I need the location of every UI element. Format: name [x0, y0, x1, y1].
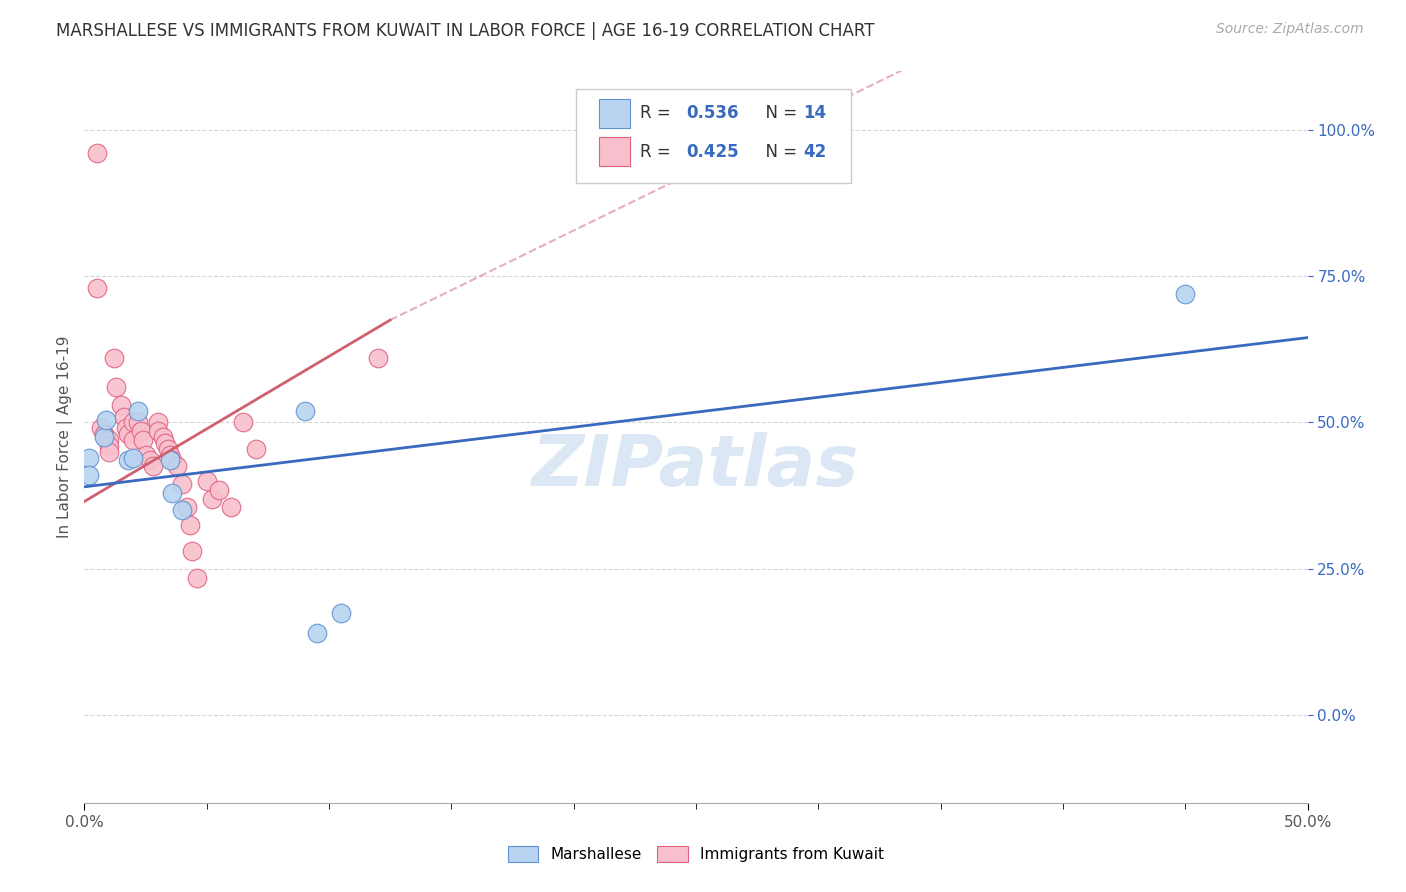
Point: [97, 444, 120, 458]
Point: [122, 433, 145, 447]
Point: [112, 409, 135, 424]
Point: [232, 416, 254, 430]
Point: [86, 281, 108, 295]
Point: [97, 439, 120, 453]
Point: [1174, 286, 1197, 301]
Point: [132, 433, 155, 447]
Point: [181, 544, 204, 558]
Point: [152, 430, 174, 444]
Point: [127, 403, 149, 417]
Point: [153, 436, 176, 450]
Point: [162, 453, 184, 467]
Point: [127, 416, 149, 430]
Point: [172, 476, 194, 491]
Point: [115, 421, 138, 435]
Point: [117, 453, 139, 467]
Point: [172, 503, 194, 517]
Point: [77, 450, 100, 465]
Legend: Marshallese, Immigrants from Kuwait: Marshallese, Immigrants from Kuwait: [502, 840, 890, 868]
Point: [139, 453, 162, 467]
Point: [117, 427, 139, 442]
Point: [103, 351, 125, 365]
Text: N =: N =: [755, 104, 803, 122]
Point: [96, 412, 118, 426]
Point: [176, 500, 198, 515]
Point: [93, 430, 115, 444]
Point: [186, 570, 208, 584]
Text: R =: R =: [640, 143, 676, 161]
Point: [146, 416, 169, 430]
Text: 42: 42: [803, 143, 827, 161]
Point: [245, 442, 267, 456]
Point: [305, 626, 328, 640]
Point: [166, 459, 188, 474]
Point: [195, 474, 218, 488]
Point: [208, 483, 231, 497]
Point: [142, 459, 165, 474]
Point: [105, 380, 128, 394]
Point: [135, 448, 157, 462]
Point: [294, 403, 316, 417]
Point: [97, 433, 120, 447]
Text: R =: R =: [640, 104, 676, 122]
Point: [77, 468, 100, 483]
Point: [96, 430, 118, 444]
Point: [90, 421, 112, 435]
Point: [156, 442, 179, 456]
Point: [110, 398, 132, 412]
Text: MARSHALLESE VS IMMIGRANTS FROM KUWAIT IN LABOR FORCE | AGE 16-19 CORRELATION CHA: MARSHALLESE VS IMMIGRANTS FROM KUWAIT IN…: [56, 22, 875, 40]
Point: [179, 517, 201, 532]
Point: [330, 606, 353, 620]
Point: [146, 424, 169, 438]
Point: [122, 450, 145, 465]
Point: [159, 453, 181, 467]
Point: [200, 491, 222, 506]
Point: [93, 427, 115, 442]
Point: [159, 448, 181, 462]
Text: ZIPatlas: ZIPatlas: [533, 432, 859, 500]
Point: [219, 500, 242, 515]
Text: N =: N =: [755, 143, 803, 161]
Point: [122, 416, 145, 430]
Text: 0.536: 0.536: [686, 104, 738, 122]
Point: [162, 485, 184, 500]
Text: 0.425: 0.425: [686, 143, 738, 161]
Point: [86, 146, 108, 161]
Text: Source: ZipAtlas.com: Source: ZipAtlas.com: [1216, 22, 1364, 37]
Y-axis label: In Labor Force | Age 16-19: In Labor Force | Age 16-19: [58, 335, 73, 539]
Point: [129, 424, 152, 438]
Text: 14: 14: [803, 104, 825, 122]
Point: [367, 351, 389, 365]
